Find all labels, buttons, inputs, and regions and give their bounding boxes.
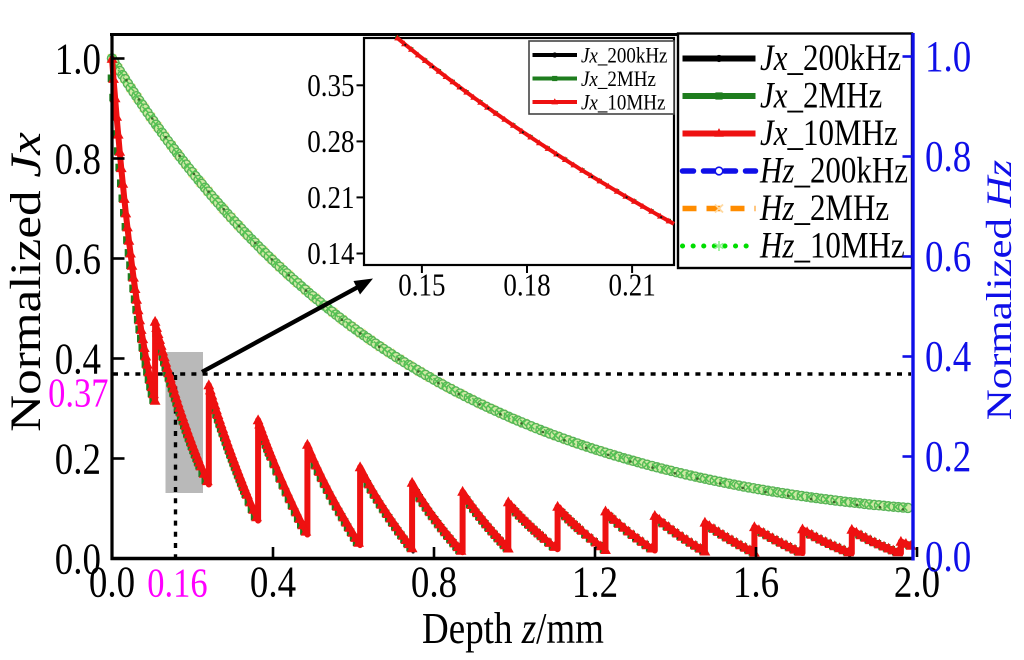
svg-text:0.28: 0.28	[307, 125, 354, 160]
svg-text:0.2: 0.2	[925, 432, 971, 481]
svg-text:Jx_10MHz: Jx_10MHz	[581, 89, 665, 115]
svg-text:0.35: 0.35	[307, 69, 354, 104]
svg-text:Jx_2MHz: Jx_2MHz	[581, 65, 656, 91]
svg-text:2.0: 2.0	[894, 558, 940, 607]
svg-text:0.0: 0.0	[55, 535, 101, 584]
svg-text:Hz_200kHz: Hz_200kHz	[759, 151, 908, 191]
svg-text:0.21: 0.21	[608, 268, 655, 303]
svg-text:0.14: 0.14	[307, 237, 354, 272]
svg-text:1.0: 1.0	[925, 32, 971, 81]
svg-text:Jx_200kHz: Jx_200kHz	[760, 39, 901, 79]
svg-text:Jx_200kHz: Jx_200kHz	[581, 42, 667, 68]
svg-text:Jx_2MHz: Jx_2MHz	[760, 76, 882, 116]
svg-text:0.4: 0.4	[925, 332, 971, 381]
svg-text:1.2: 1.2	[572, 558, 618, 607]
svg-text:0.37: 0.37	[48, 371, 108, 416]
svg-text:0.4: 0.4	[250, 558, 296, 607]
svg-text:0.8: 0.8	[411, 558, 457, 607]
svg-text:Normalized Jx: Normalized Jx	[3, 132, 50, 432]
svg-text:Normalized Hz: Normalized Hz	[979, 160, 1019, 420]
svg-text:0.0: 0.0	[89, 558, 135, 607]
svg-text:Jx_10MHz: Jx_10MHz	[760, 114, 898, 154]
svg-text:0.0: 0.0	[925, 532, 971, 581]
svg-text:1.6: 1.6	[733, 558, 779, 607]
svg-text:Hz_2MHz: Hz_2MHz	[759, 189, 889, 229]
svg-text:0.15: 0.15	[398, 268, 445, 303]
svg-text:0.2: 0.2	[55, 435, 101, 484]
svg-text:Hz_10MHz: Hz_10MHz	[759, 226, 905, 266]
svg-text:0.6: 0.6	[55, 235, 101, 284]
svg-text:1.0: 1.0	[55, 35, 101, 84]
svg-text:0.21: 0.21	[307, 181, 354, 216]
svg-text:0.8: 0.8	[925, 132, 971, 181]
svg-text:Depth z/mm: Depth z/mm	[422, 604, 604, 653]
svg-text:0.16: 0.16	[147, 561, 207, 606]
svg-text:0.8: 0.8	[55, 135, 101, 184]
svg-text:0.6: 0.6	[925, 232, 971, 281]
svg-text:0.4: 0.4	[55, 335, 101, 384]
svg-text:0.18: 0.18	[503, 268, 550, 303]
